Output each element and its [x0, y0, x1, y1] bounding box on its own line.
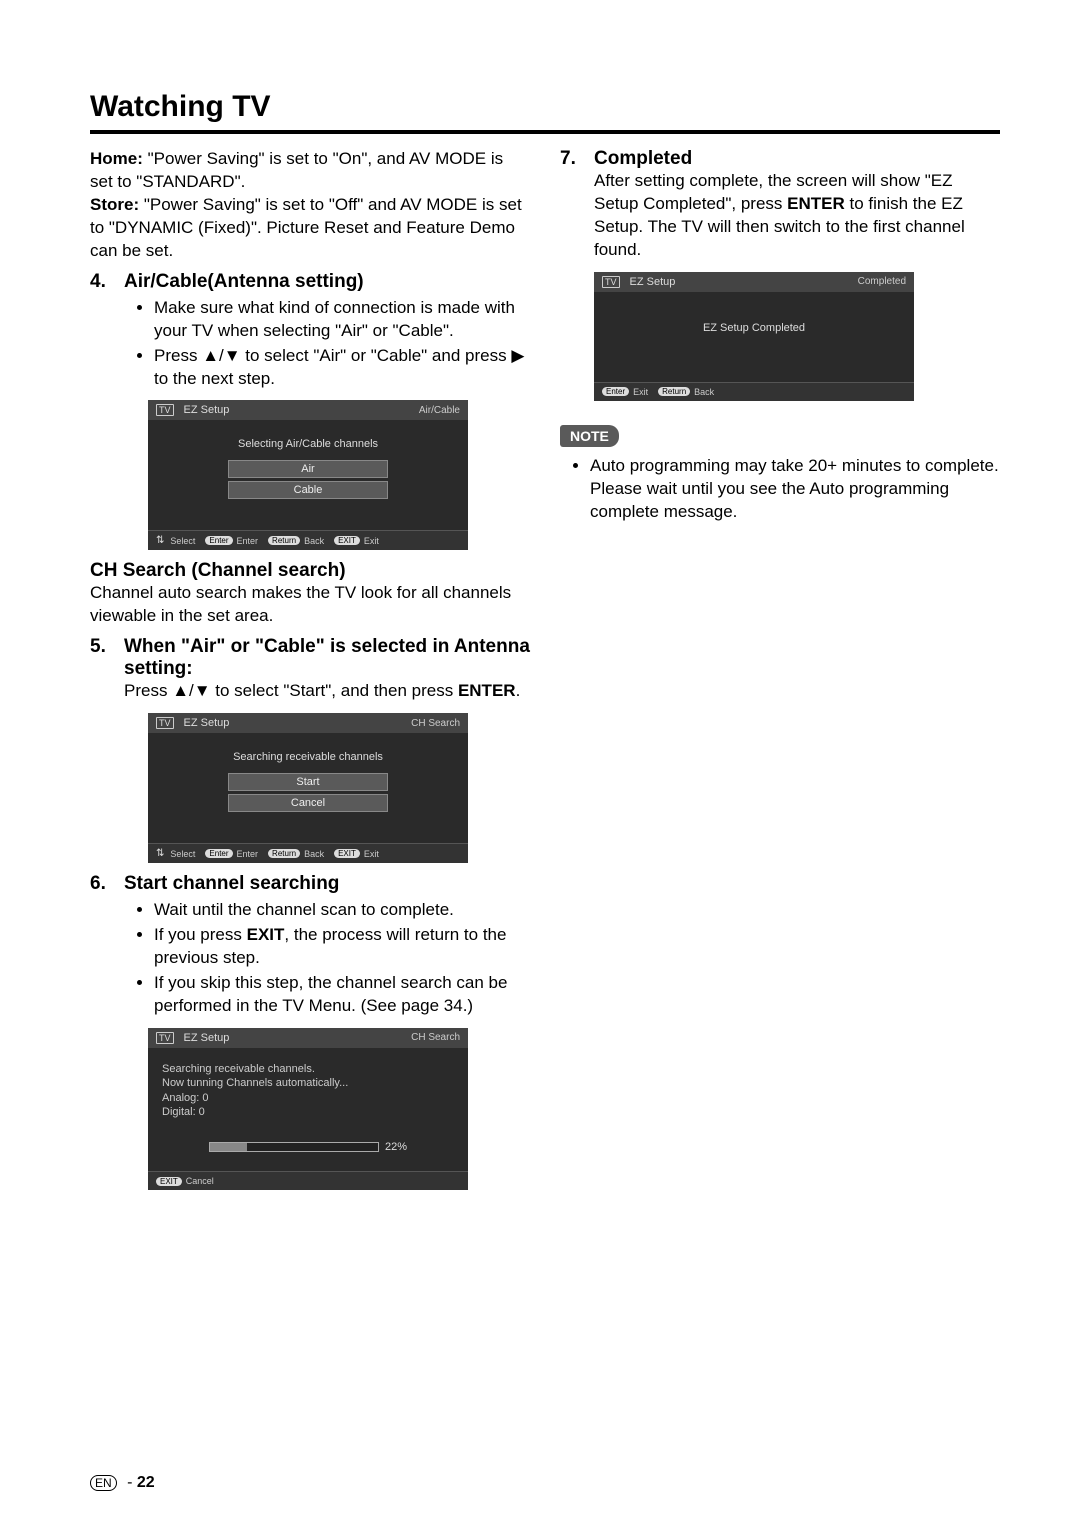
tv-icon: TV: [156, 717, 174, 729]
section-7: 7. Completed: [560, 148, 1000, 170]
screen1-right: Air/Cable: [419, 405, 460, 416]
tv-icon: TV: [602, 276, 620, 288]
ch-search-text: Channel auto search makes the TV look fo…: [90, 582, 530, 628]
page-number: EN - 22: [90, 1474, 155, 1492]
progress-percent: 22%: [385, 1141, 407, 1153]
sec5-num: 5.: [90, 636, 114, 680]
sec6-num: 6.: [90, 873, 114, 895]
note-b1: Auto programming may take 20+ minutes to…: [590, 455, 1000, 524]
screen2-opt-cancel[interactable]: Cancel: [228, 794, 388, 812]
updown-icon: ⇅: [156, 535, 164, 546]
sec7-text: After setting complete, the screen will …: [594, 170, 1000, 262]
sec4-bullets: Make sure what kind of connection is mad…: [138, 297, 530, 391]
tv-icon: TV: [156, 1032, 174, 1044]
screen4-msg: EZ Setup Completed: [604, 322, 904, 334]
sec6-b1: Wait until the channel scan to complete.: [154, 899, 530, 922]
screen1-title: EZ Setup: [184, 404, 419, 416]
sec6-b3: If you skip this step, the channel searc…: [154, 972, 530, 1018]
note-list: Auto programming may take 20+ minutes to…: [578, 455, 1000, 524]
sec7-num: 7.: [560, 148, 584, 170]
sec5-head: When "Air" or "Cable" is selected in Ant…: [124, 636, 530, 680]
sec4-b2: Press ▲/▼ to select "Air" or "Cable" and…: [154, 345, 530, 391]
tv-icon: TV: [156, 404, 174, 416]
left-column: Home: "Power Saving" is set to "On", and…: [90, 148, 530, 1200]
sec5-text: Press ▲/▼ to select "Start", and then pr…: [124, 680, 530, 703]
screen-air-cable: TV EZ Setup Air/Cable Selecting Air/Cabl…: [148, 400, 468, 550]
screen-ch-search: TV EZ Setup CH Search Searching receivab…: [148, 713, 468, 863]
progress-bar: [209, 1142, 379, 1152]
sec4-num: 4.: [90, 271, 114, 293]
section-6: 6. Start channel searching: [90, 873, 530, 895]
sec6-b2: If you press EXIT, the process will retu…: [154, 924, 530, 970]
progress-fill: [210, 1143, 247, 1151]
sec6-head: Start channel searching: [124, 873, 339, 895]
home-para: Home: "Power Saving" is set to "On", and…: [90, 148, 530, 194]
updown-icon: ⇅: [156, 848, 164, 859]
screen1-opt-cable[interactable]: Cable: [228, 481, 388, 499]
ch-search-head: CH Search (Channel search): [90, 560, 530, 582]
store-text: "Power Saving" is set to "Off" and AV MO…: [90, 195, 522, 260]
sec4-b1: Make sure what kind of connection is mad…: [154, 297, 530, 343]
screen1-opt-air[interactable]: Air: [228, 460, 388, 478]
screen-searching: TV EZ Setup CH Search Searching receivab…: [148, 1028, 468, 1190]
screen2-opt-start[interactable]: Start: [228, 773, 388, 791]
sec4-head: Air/Cable(Antenna setting): [124, 271, 364, 293]
screen1-msg: Selecting Air/Cable channels: [158, 438, 458, 450]
home-label: Home:: [90, 149, 143, 168]
lang-badge: EN: [90, 1475, 117, 1491]
home-text: "Power Saving" is set to "On", and AV MO…: [90, 149, 503, 191]
store-label: Store:: [90, 195, 139, 214]
screen1-footer: ⇅ Select Enter Enter Return Back EXIT Ex…: [148, 530, 468, 550]
section-4: 4. Air/Cable(Antenna setting): [90, 271, 530, 293]
title-rule: [90, 130, 1000, 134]
store-para: Store: "Power Saving" is set to "Off" an…: [90, 194, 530, 263]
sec7-head: Completed: [594, 148, 692, 170]
right-column: 7. Completed After setting complete, the…: [560, 148, 1000, 1200]
page-title: Watching TV: [90, 90, 1000, 124]
sec6-bullets: Wait until the channel scan to complete.…: [138, 899, 530, 1018]
screen1-header: TV EZ Setup Air/Cable: [148, 400, 468, 420]
note-badge: NOTE: [560, 425, 619, 447]
screen-completed: TV EZ Setup Completed EZ Setup Completed…: [594, 272, 914, 401]
section-5: 5. When "Air" or "Cable" is selected in …: [90, 636, 530, 680]
